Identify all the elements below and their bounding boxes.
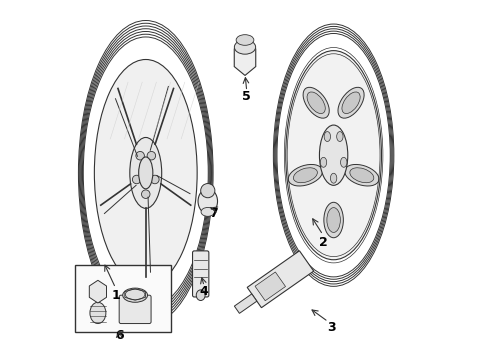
FancyBboxPatch shape [119, 295, 151, 324]
FancyBboxPatch shape [75, 265, 171, 332]
Text: 7: 7 [209, 207, 218, 220]
Ellipse shape [350, 168, 374, 183]
Ellipse shape [307, 92, 325, 113]
Ellipse shape [234, 40, 256, 54]
Ellipse shape [320, 157, 327, 167]
Polygon shape [234, 40, 256, 76]
Polygon shape [255, 272, 286, 301]
Ellipse shape [139, 157, 153, 189]
Text: 2: 2 [318, 235, 327, 248]
Ellipse shape [236, 35, 254, 45]
Ellipse shape [294, 168, 318, 183]
Text: 1: 1 [111, 289, 120, 302]
Polygon shape [234, 294, 257, 313]
Ellipse shape [95, 59, 197, 286]
Ellipse shape [337, 132, 343, 141]
Ellipse shape [324, 202, 343, 238]
Ellipse shape [324, 132, 331, 141]
Ellipse shape [288, 165, 322, 186]
Text: 3: 3 [327, 321, 336, 334]
Ellipse shape [338, 87, 364, 118]
Ellipse shape [327, 208, 341, 233]
Ellipse shape [303, 87, 329, 118]
Text: 4: 4 [200, 285, 209, 298]
Circle shape [150, 175, 159, 184]
Ellipse shape [90, 302, 106, 324]
Ellipse shape [196, 290, 205, 301]
Ellipse shape [201, 184, 215, 198]
Ellipse shape [125, 289, 145, 300]
Circle shape [147, 152, 156, 160]
Ellipse shape [342, 92, 360, 113]
Circle shape [132, 175, 141, 184]
Ellipse shape [319, 125, 348, 185]
Ellipse shape [122, 288, 147, 302]
Circle shape [136, 152, 145, 160]
Circle shape [142, 190, 150, 198]
Polygon shape [89, 280, 106, 303]
Ellipse shape [130, 138, 162, 208]
Text: 5: 5 [243, 90, 251, 103]
Ellipse shape [198, 189, 218, 214]
Text: 6: 6 [115, 329, 123, 342]
Ellipse shape [286, 51, 381, 260]
Polygon shape [247, 251, 314, 308]
Ellipse shape [344, 165, 379, 186]
FancyBboxPatch shape [193, 251, 209, 297]
Ellipse shape [330, 173, 337, 183]
Ellipse shape [201, 207, 215, 216]
Ellipse shape [341, 157, 347, 167]
